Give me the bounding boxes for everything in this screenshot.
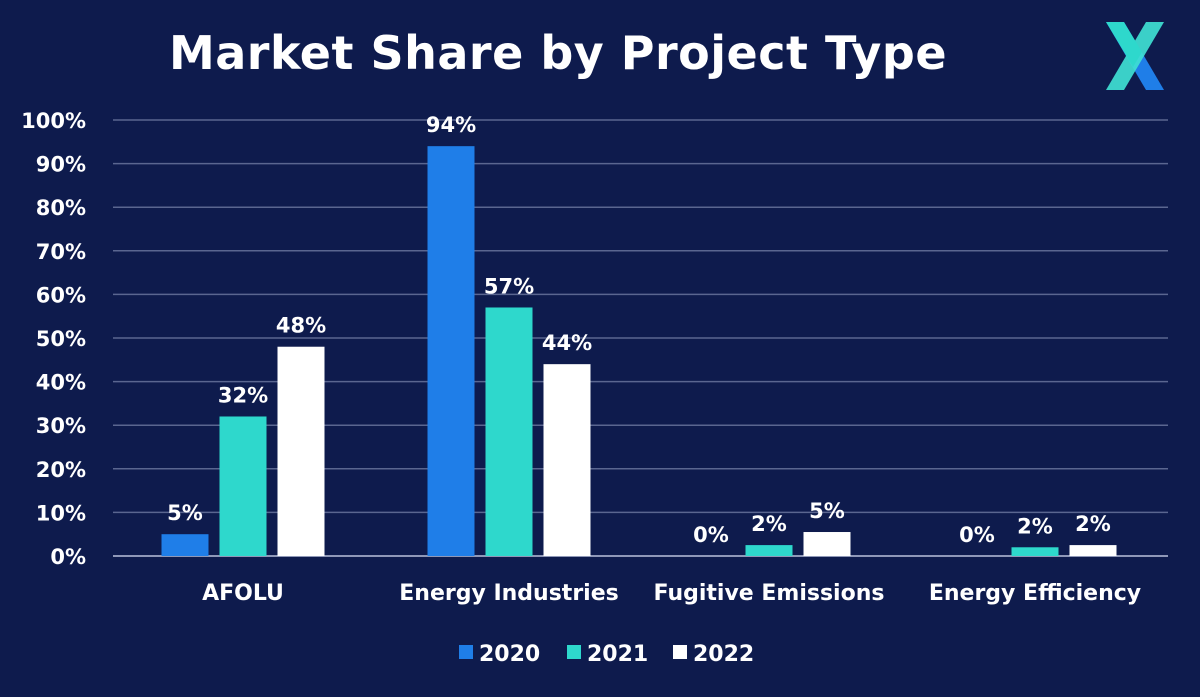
data-label: 2% <box>1075 512 1111 536</box>
x-logo-icon <box>1106 22 1164 90</box>
bar-2021-0 <box>219 416 267 556</box>
y-tick-label: 30% <box>36 414 86 438</box>
legend-swatch-2022 <box>673 645 687 659</box>
bar-2020-0 <box>161 534 209 556</box>
y-tick-label: 50% <box>36 327 86 351</box>
data-label: 5% <box>167 501 203 525</box>
y-tick-label: 100% <box>21 109 86 133</box>
y-tick-label: 70% <box>36 240 86 264</box>
bar-2022-0 <box>277 346 325 556</box>
data-label: 44% <box>542 331 592 355</box>
legend-label: 2021 <box>587 642 648 667</box>
bar-2021-3 <box>1011 547 1059 556</box>
bar-2021-2 <box>745 545 793 556</box>
bar-2021-1 <box>485 307 533 556</box>
y-tick-label: 10% <box>36 501 86 525</box>
y-tick-label: 60% <box>36 283 86 307</box>
y-tick-label: 90% <box>36 153 86 177</box>
data-label: 0% <box>693 523 729 547</box>
x-category-label: AFOLU <box>202 581 284 606</box>
x-category-label: Fugitive Emissions <box>654 581 885 606</box>
data-label: 2% <box>751 512 787 536</box>
legend-swatch-2021 <box>567 645 581 659</box>
data-label: 5% <box>809 499 845 523</box>
data-label: 2% <box>1017 514 1053 538</box>
bar-2022-1 <box>543 364 591 556</box>
y-tick-label: 40% <box>36 371 86 395</box>
bar-2022-3 <box>1069 545 1117 556</box>
legend-swatch-2020 <box>459 645 473 659</box>
bar-2020-1 <box>427 146 475 556</box>
bar-2022-2 <box>803 532 851 556</box>
data-label: 0% <box>959 523 995 547</box>
y-tick-label: 0% <box>50 545 86 569</box>
data-label: 48% <box>276 314 326 338</box>
legend-label: 2022 <box>693 642 754 667</box>
data-label: 32% <box>218 383 268 407</box>
data-label: 57% <box>484 274 534 298</box>
x-category-label: Energy Efficiency <box>929 581 1141 606</box>
chart-title: Market Share by Project Type <box>168 26 948 80</box>
y-tick-label: 20% <box>36 458 86 482</box>
y-tick-label: 80% <box>36 196 86 220</box>
legend-label: 2020 <box>479 642 540 667</box>
x-category-label: Energy Industries <box>399 581 618 606</box>
data-label: 94% <box>426 113 476 137</box>
